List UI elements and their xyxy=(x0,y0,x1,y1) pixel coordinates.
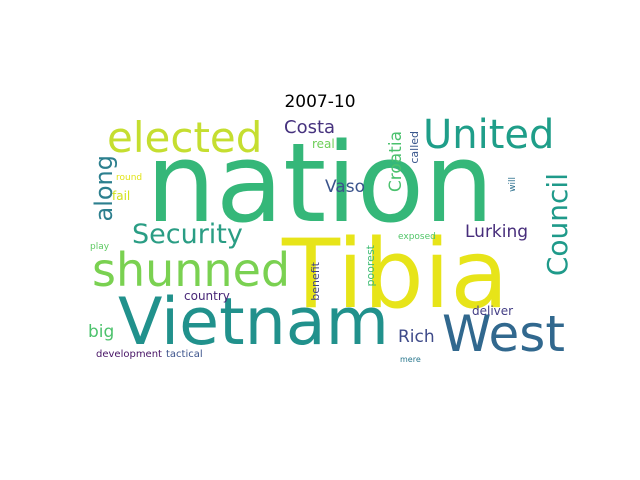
word-rich: Rich xyxy=(398,327,435,347)
word-deliver: deliver xyxy=(472,304,514,318)
word-called: called xyxy=(408,131,421,164)
word-mere: mere xyxy=(400,355,421,364)
word-play: play xyxy=(90,242,110,252)
page-title: 2007-10 xyxy=(284,92,356,112)
word-round: round xyxy=(116,173,143,183)
word-united: United xyxy=(423,117,555,158)
word-real: real xyxy=(312,137,335,151)
word-lurking: Lurking xyxy=(465,222,529,242)
word-development: development xyxy=(96,349,162,360)
word-will: will xyxy=(508,177,518,192)
word-tactical: tactical xyxy=(166,349,203,360)
word-tibia: Tibia xyxy=(282,220,509,330)
word-shunned: shunned xyxy=(92,243,291,297)
word-fail: fail xyxy=(112,189,131,203)
word-vietnam: Vietnam xyxy=(118,285,389,360)
word-vaso: Vaso xyxy=(325,177,365,197)
word-big: big xyxy=(88,322,115,342)
word-exposed: exposed xyxy=(398,232,436,242)
word-benefit: benefit xyxy=(309,262,322,301)
word-along: along xyxy=(90,155,118,222)
word-croatia: Croatia xyxy=(386,131,406,193)
word-west: West xyxy=(442,305,565,363)
word-costa-label: Costa xyxy=(284,117,336,138)
word-council: Council xyxy=(541,173,568,277)
word-country: country xyxy=(184,289,230,303)
word-security: Security xyxy=(132,219,243,250)
word-cloud: nation Tibia Vietnam West shunned electe… xyxy=(88,117,568,364)
word-elected: elected xyxy=(107,117,263,162)
word-poorest: poorest xyxy=(364,245,377,287)
word-nation: nation xyxy=(146,119,494,247)
